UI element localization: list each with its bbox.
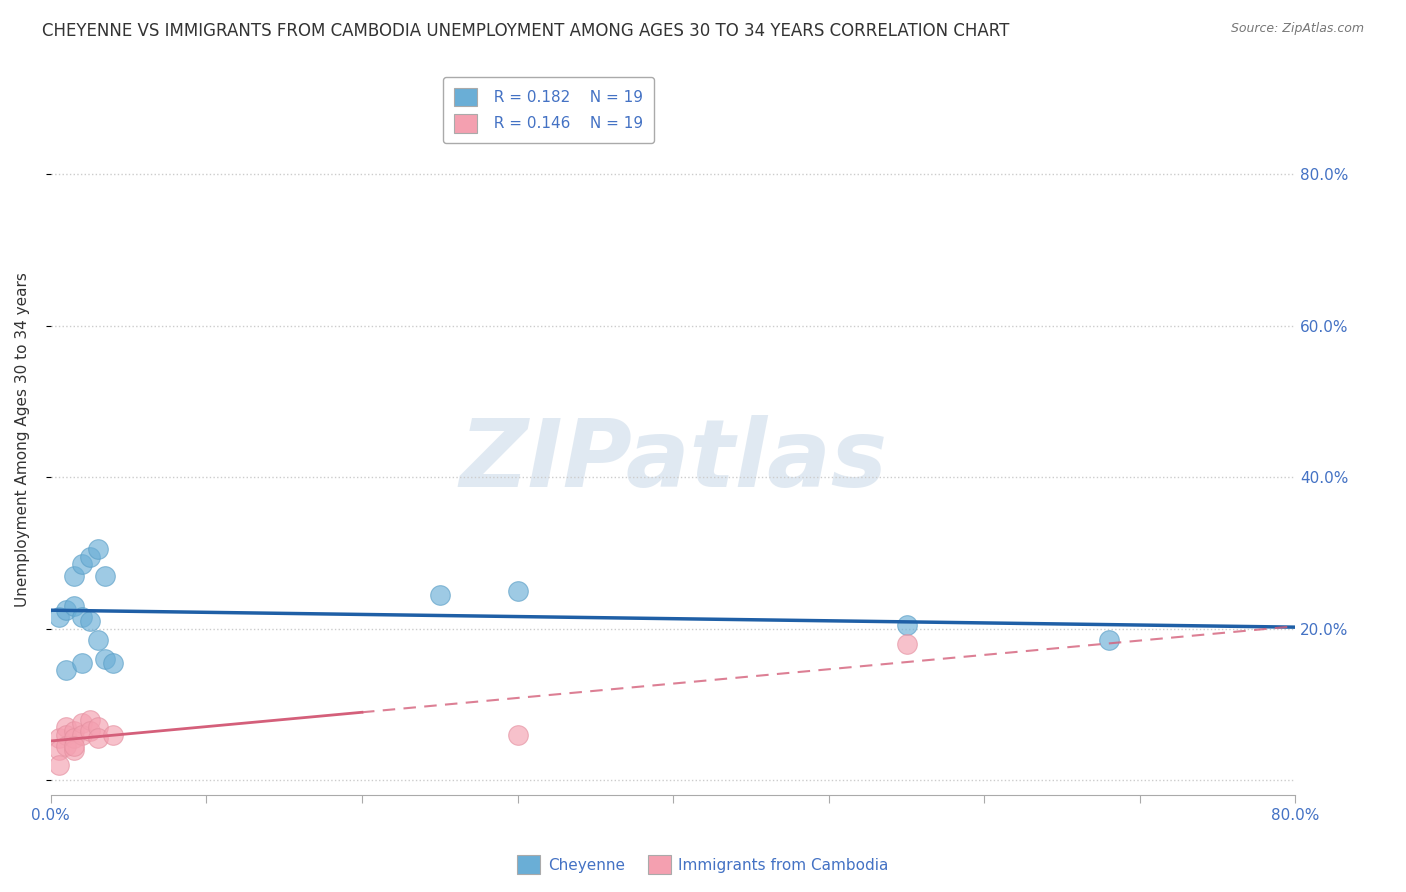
Point bbox=[506, 728, 529, 742]
Point bbox=[70, 558, 93, 572]
Point bbox=[86, 633, 108, 648]
Point bbox=[55, 664, 77, 678]
Point bbox=[101, 656, 124, 670]
Point bbox=[55, 739, 77, 753]
Point bbox=[55, 603, 77, 617]
Point bbox=[63, 743, 86, 757]
Point bbox=[79, 713, 101, 727]
Text: Source: ZipAtlas.com: Source: ZipAtlas.com bbox=[1230, 22, 1364, 36]
Point bbox=[48, 758, 70, 772]
Point bbox=[70, 656, 93, 670]
Point bbox=[429, 588, 451, 602]
Point bbox=[86, 720, 108, 734]
Point bbox=[101, 728, 124, 742]
Point bbox=[48, 610, 70, 624]
Point bbox=[94, 652, 117, 666]
Legend:   R = 0.182    N = 19,   R = 0.146    N = 19: R = 0.182 N = 19, R = 0.146 N = 19 bbox=[443, 77, 654, 144]
Point bbox=[79, 549, 101, 564]
Point bbox=[63, 723, 86, 738]
Point bbox=[94, 568, 117, 582]
Point bbox=[70, 716, 93, 731]
Point bbox=[48, 731, 70, 746]
Point bbox=[70, 728, 93, 742]
Point bbox=[63, 731, 86, 746]
Text: ZIPatlas: ZIPatlas bbox=[460, 415, 887, 507]
Legend: Cheyenne, Immigrants from Cambodia: Cheyenne, Immigrants from Cambodia bbox=[512, 849, 894, 880]
Point bbox=[79, 723, 101, 738]
Point bbox=[63, 599, 86, 613]
Point bbox=[55, 728, 77, 742]
Point bbox=[896, 618, 918, 632]
Point bbox=[63, 739, 86, 753]
Point bbox=[79, 614, 101, 628]
Point bbox=[86, 731, 108, 746]
Point bbox=[55, 720, 77, 734]
Y-axis label: Unemployment Among Ages 30 to 34 years: Unemployment Among Ages 30 to 34 years bbox=[15, 272, 30, 607]
Point bbox=[63, 568, 86, 582]
Point bbox=[86, 542, 108, 557]
Point bbox=[1098, 633, 1121, 648]
Point bbox=[48, 743, 70, 757]
Point bbox=[506, 583, 529, 598]
Point bbox=[70, 610, 93, 624]
Text: CHEYENNE VS IMMIGRANTS FROM CAMBODIA UNEMPLOYMENT AMONG AGES 30 TO 34 YEARS CORR: CHEYENNE VS IMMIGRANTS FROM CAMBODIA UNE… bbox=[42, 22, 1010, 40]
Point bbox=[896, 637, 918, 651]
